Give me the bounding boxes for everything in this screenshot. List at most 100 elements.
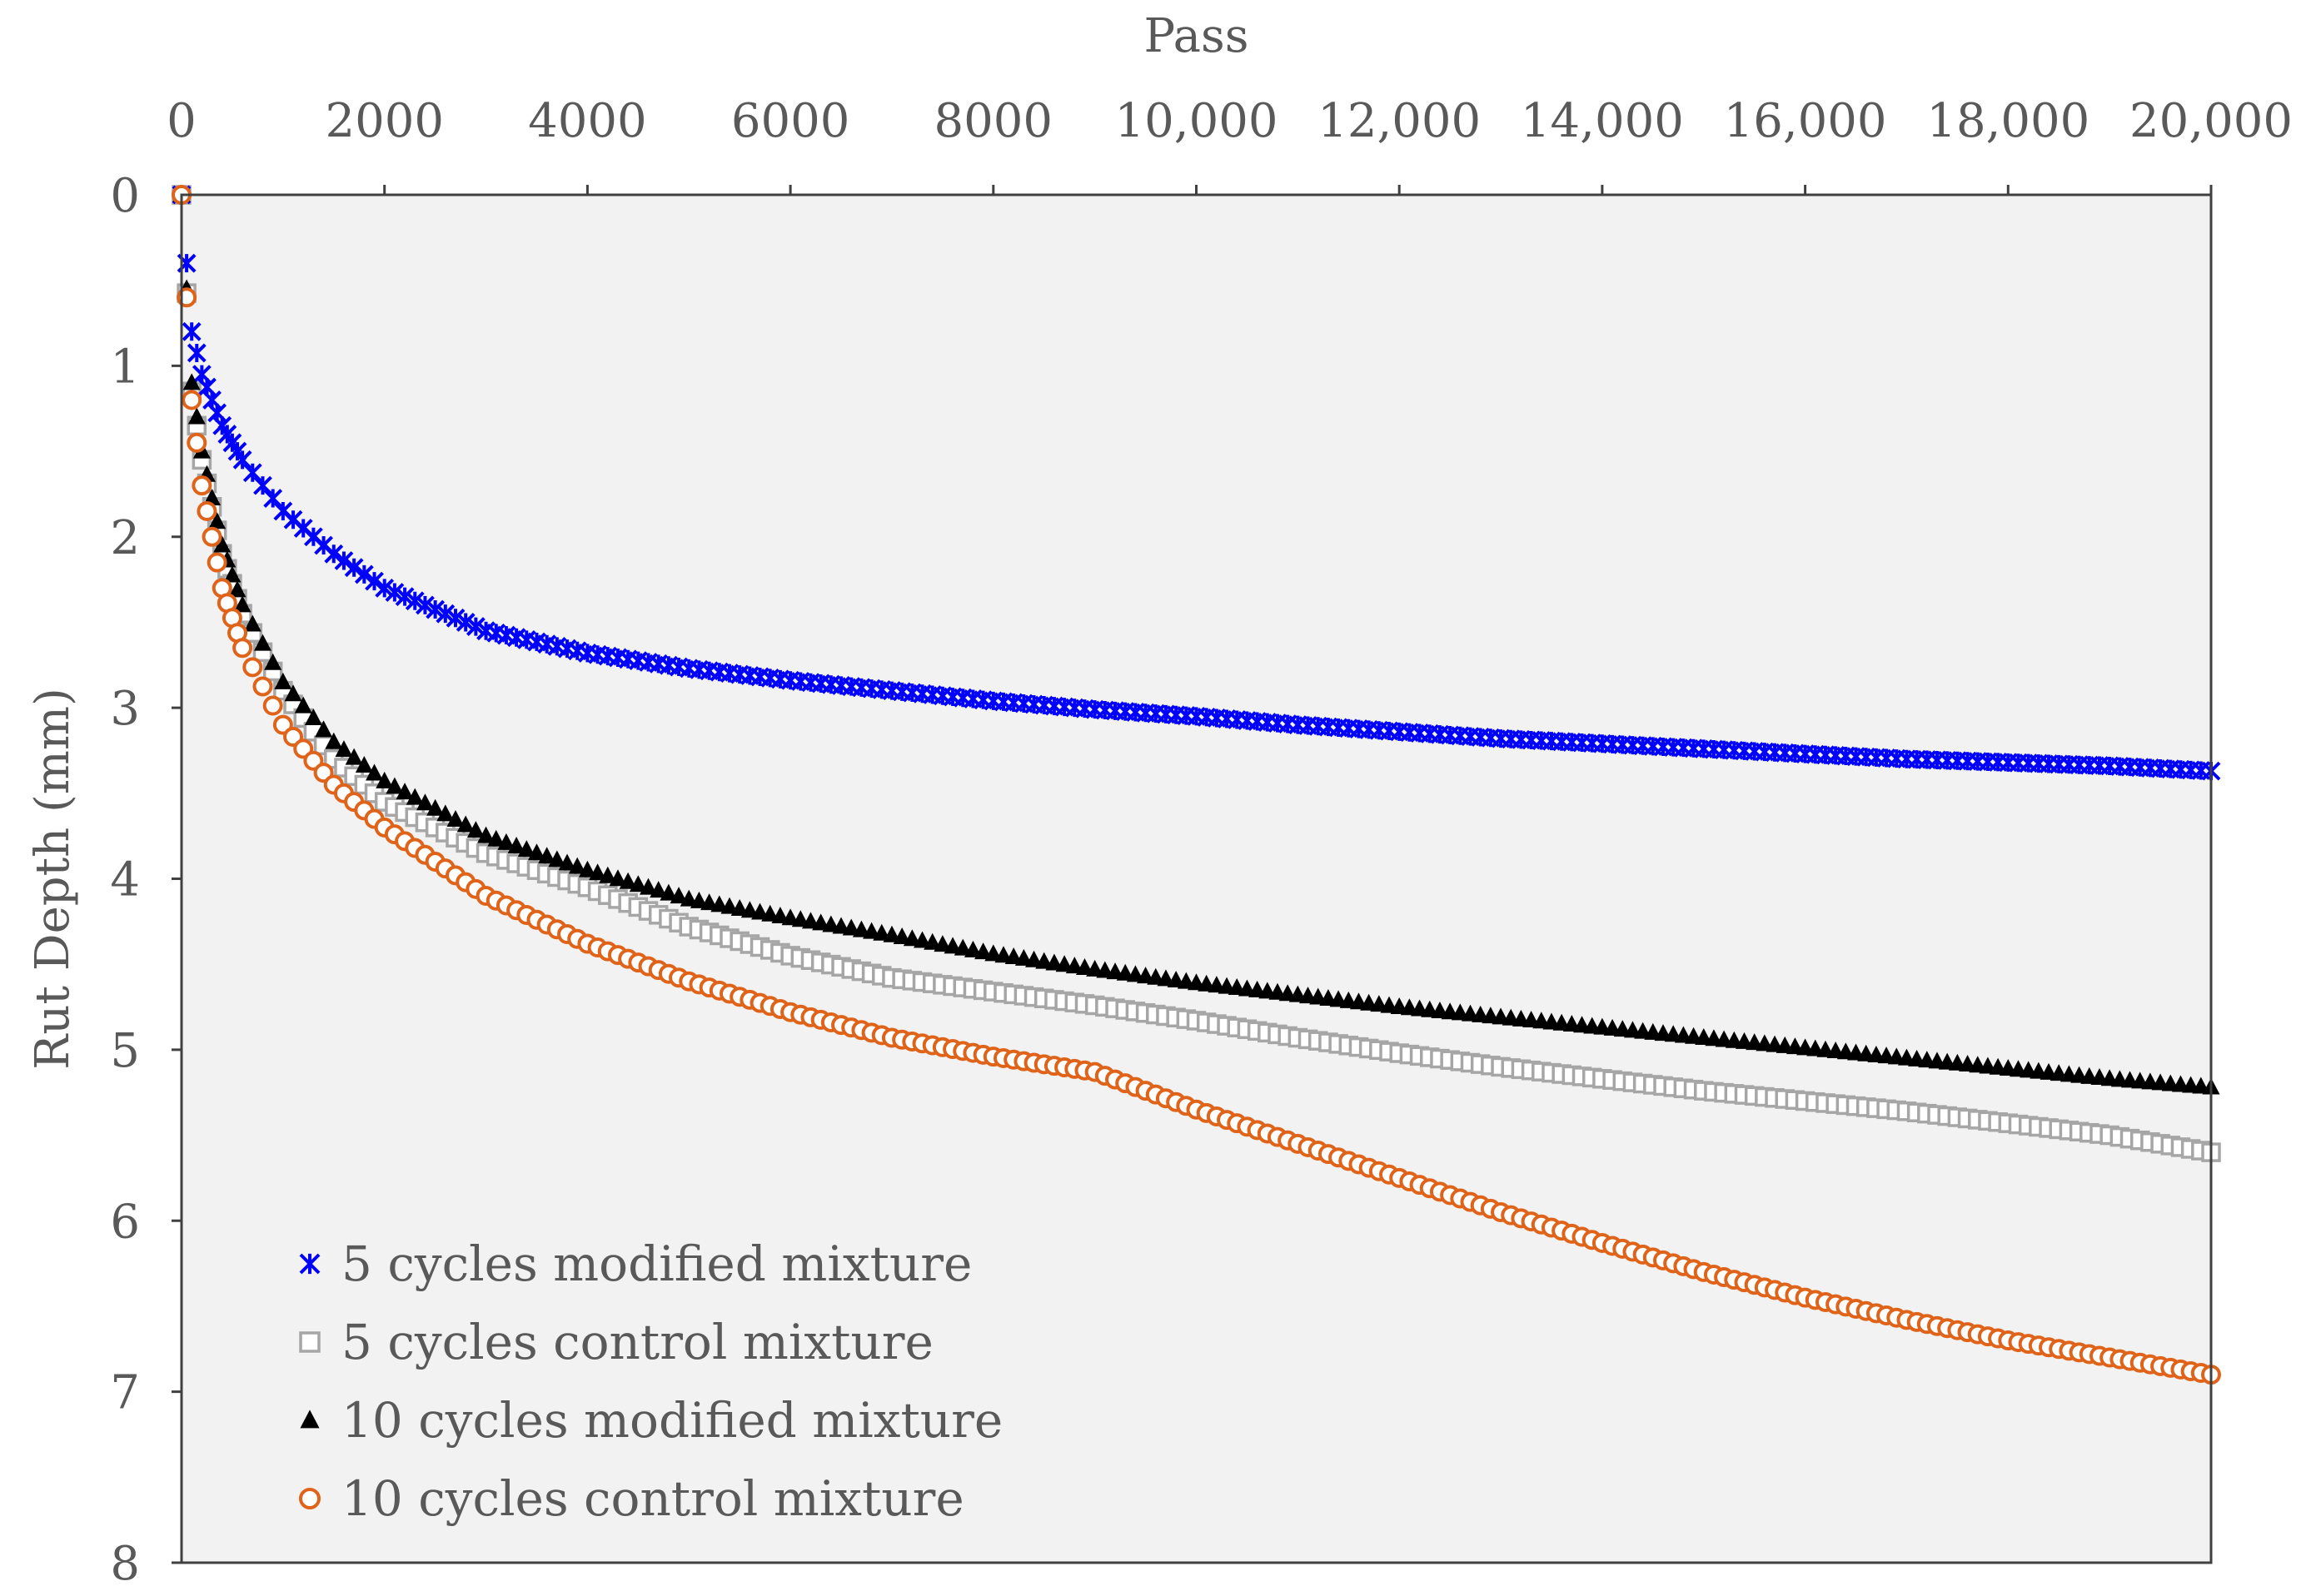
data-point xyxy=(568,857,586,874)
data-point xyxy=(365,571,384,591)
series-10-cycles-control-mixture xyxy=(172,185,2221,1385)
data-point xyxy=(487,829,506,847)
data-point xyxy=(187,432,207,453)
data-point xyxy=(395,587,415,607)
data-point xyxy=(233,595,252,613)
y-tick-label: 2 xyxy=(110,511,140,565)
data-point xyxy=(396,783,414,800)
data-point xyxy=(252,676,273,697)
x-axis-label: Pass xyxy=(1143,9,1248,63)
y-tick-label: 0 xyxy=(110,169,140,223)
legend-item: 10 cycles control mixture xyxy=(299,1470,964,1527)
data-point xyxy=(771,906,789,923)
legend-label: 10 cycles control mixture xyxy=(341,1470,964,1527)
x-tick-label: 2000 xyxy=(325,94,444,148)
data-point xyxy=(274,672,292,689)
y-tick-label: 8 xyxy=(110,1537,140,1591)
data-point xyxy=(538,847,556,864)
legend-marker xyxy=(300,1410,320,1429)
data-point xyxy=(446,809,465,827)
data-point xyxy=(376,771,394,788)
x-tick-label: 0 xyxy=(167,94,197,148)
data-point xyxy=(253,634,271,651)
data-point xyxy=(202,526,222,547)
data-point xyxy=(740,901,759,918)
data-point xyxy=(477,826,496,843)
data-point xyxy=(187,343,207,363)
data-point xyxy=(223,565,242,583)
data-point xyxy=(1055,955,1073,972)
data-point xyxy=(416,595,435,615)
data-point xyxy=(629,875,647,892)
data-point xyxy=(558,853,576,871)
data-point xyxy=(456,613,476,632)
data-point xyxy=(207,552,227,573)
data-point xyxy=(354,564,374,584)
data-point xyxy=(497,833,515,850)
data-point xyxy=(334,551,354,570)
data-point xyxy=(640,878,658,895)
data-point xyxy=(934,935,952,952)
plot-area xyxy=(182,195,2211,1563)
data-point xyxy=(304,708,322,725)
data-point xyxy=(1035,952,1053,969)
y-tick-label: 6 xyxy=(110,1195,140,1249)
data-point xyxy=(253,475,272,495)
data-point xyxy=(507,836,525,853)
data-point xyxy=(863,922,881,939)
x-tick-label: 8000 xyxy=(934,94,1053,148)
x-tick-label: 16,000 xyxy=(1724,94,1887,148)
data-point xyxy=(263,489,283,508)
data-point xyxy=(619,872,637,889)
data-point xyxy=(903,929,921,947)
legend-label: 5 cycles control mixture xyxy=(341,1314,934,1370)
data-point xyxy=(1014,948,1033,966)
data-point xyxy=(325,732,343,749)
x-tick-label: 12,000 xyxy=(1317,94,1481,148)
y-tick-label: 7 xyxy=(110,1366,140,1420)
legend-item: 5 cycles control mixture xyxy=(299,1314,934,1370)
data-point xyxy=(466,617,486,636)
data-point xyxy=(426,599,446,619)
data-point xyxy=(436,804,455,822)
data-point xyxy=(751,902,770,920)
legend-marker xyxy=(299,1253,321,1275)
data-point xyxy=(345,748,363,765)
data-point xyxy=(242,657,263,678)
data-point xyxy=(385,583,405,602)
data-point xyxy=(650,881,668,898)
x-tick-label: 18,000 xyxy=(1926,94,2089,148)
legend: 5 cycles modified mixture 5 cycles contro… xyxy=(299,1236,1003,1527)
x-tick-label: 6000 xyxy=(731,94,850,148)
data-point xyxy=(335,740,353,758)
data-point xyxy=(264,653,282,670)
data-point xyxy=(964,940,982,957)
data-point xyxy=(228,580,247,598)
y-axis-label: Rut Depth (mm) xyxy=(26,688,80,1070)
data-point xyxy=(1004,947,1023,965)
data-point xyxy=(517,840,535,858)
data-point xyxy=(599,866,617,883)
data-point xyxy=(1075,958,1093,976)
data-point xyxy=(578,860,596,878)
legend-item: 10 cycles modified mixture xyxy=(300,1392,1003,1449)
data-point xyxy=(436,604,456,624)
data-point xyxy=(527,843,545,861)
data-point xyxy=(801,912,819,929)
data-point xyxy=(232,638,253,659)
x-tick-label: 4000 xyxy=(528,94,647,148)
legend-marker xyxy=(299,1488,321,1509)
data-point xyxy=(974,942,993,960)
data-point xyxy=(1045,953,1063,971)
data-point xyxy=(791,910,809,927)
data-point xyxy=(994,946,1013,963)
data-point xyxy=(426,798,445,816)
y-tick-label: 1 xyxy=(110,340,140,394)
data-point xyxy=(954,938,972,956)
legend-label: 10 cycles modified mixture xyxy=(341,1392,1003,1449)
data-point xyxy=(243,614,261,632)
data-point xyxy=(883,925,901,942)
data-point xyxy=(832,917,850,934)
data-point xyxy=(315,720,333,738)
